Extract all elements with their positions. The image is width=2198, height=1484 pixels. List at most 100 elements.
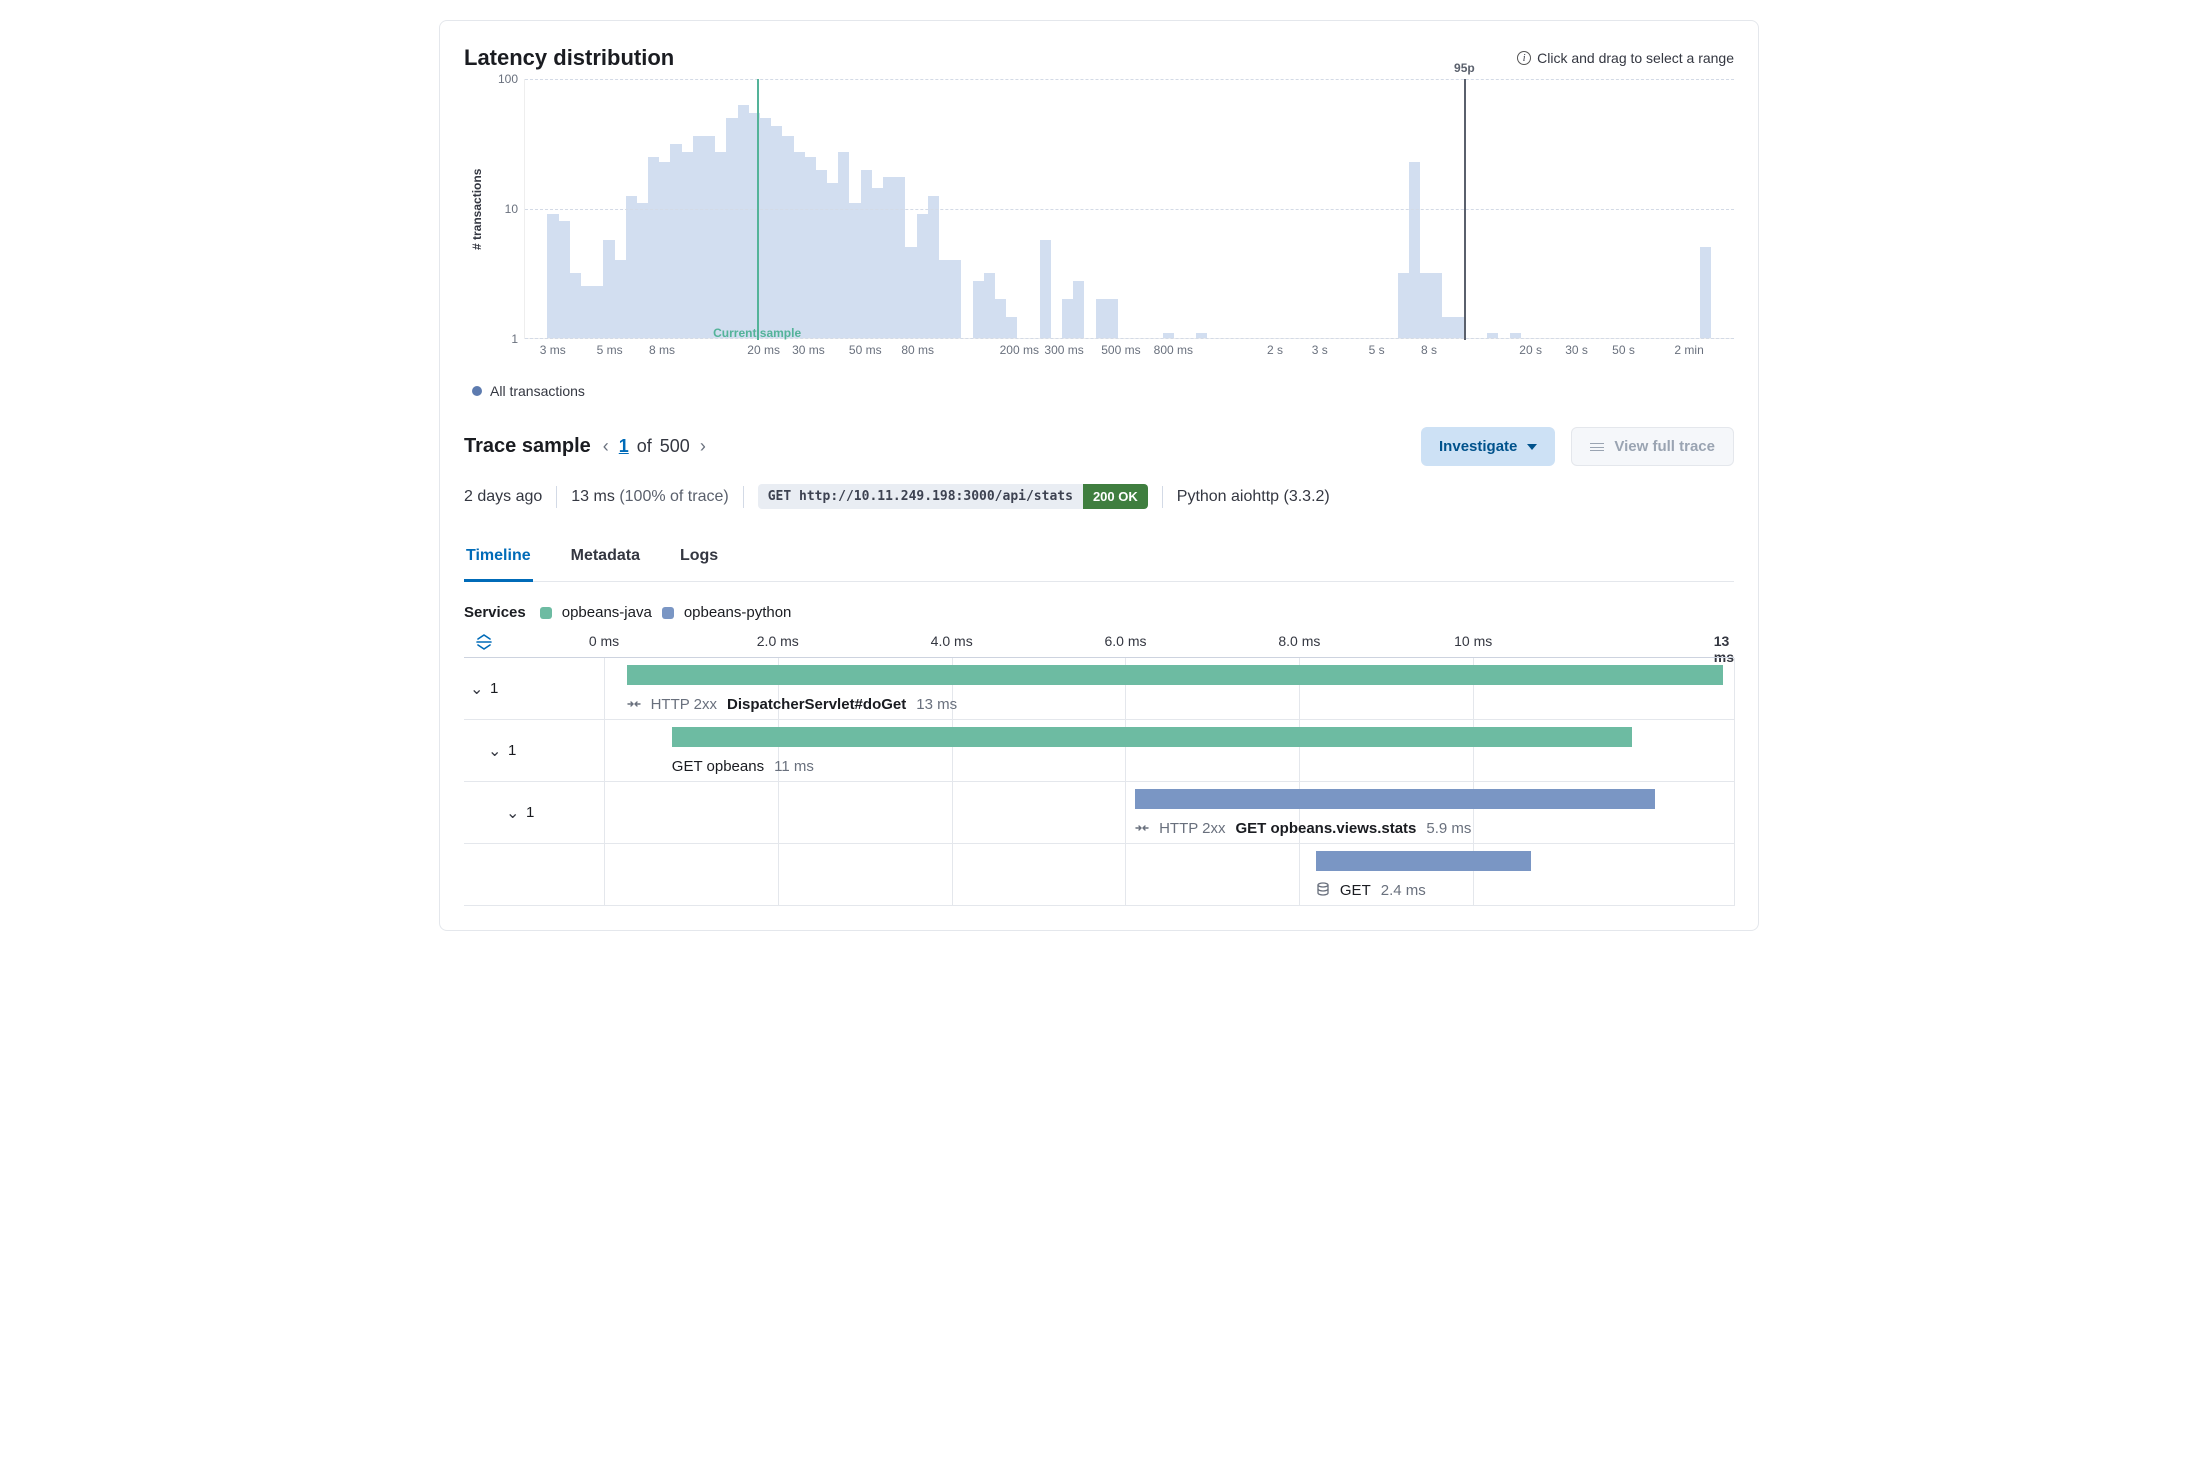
ruler-tick: 2.0 ms (757, 633, 799, 649)
histogram-bar (794, 152, 805, 338)
waterfall-row[interactable]: GET 2.4 ms (464, 844, 1734, 906)
trace-tabs: Timeline Metadata Logs (464, 537, 1734, 582)
span-name: GET (1340, 882, 1371, 899)
span-bar[interactable] (627, 665, 1723, 685)
span-duration: 5.9 ms (1426, 820, 1471, 837)
row-caret[interactable]: ⌄ (470, 679, 484, 699)
histogram-bar (1700, 247, 1711, 338)
span-bar[interactable] (672, 727, 1633, 747)
span-bar[interactable] (1316, 851, 1531, 871)
ytick: 100 (498, 72, 518, 86)
marker-label-current: Current sample (713, 326, 801, 340)
yaxis-ticks: 110100 (484, 79, 524, 339)
ruler-tick: 4.0 ms (931, 633, 973, 649)
trace-agent: Python aiohttp (3.3.2) (1177, 488, 1330, 506)
xtick: 5 s (1369, 343, 1385, 357)
histogram-bar (726, 118, 737, 338)
pager-total: 500 (660, 436, 690, 457)
histogram-bar (1006, 317, 1017, 338)
histogram-bar (861, 170, 872, 338)
collapse-all-icon[interactable] (464, 633, 504, 657)
ruler-tick: 8.0 ms (1278, 633, 1320, 649)
histogram-bar (581, 286, 592, 338)
pager-prev[interactable]: ‹ (601, 436, 611, 457)
tab-metadata[interactable]: Metadata (569, 537, 642, 581)
xtick: 2 s (1267, 343, 1283, 357)
row-count: 1 (508, 742, 516, 759)
histogram-bar (950, 260, 961, 338)
trace-pager: Trace sample ‹ 1 of 500 › (464, 435, 708, 458)
span-label: GET 2.4 ms (1316, 882, 1426, 899)
ytick: 10 (505, 202, 518, 216)
xtick: 5 ms (597, 343, 623, 357)
chart-legend: All transactions (472, 383, 1734, 399)
span-duration: 11 ms (774, 758, 814, 775)
request-url: GET http://10.11.249.198:3000/api/stats (758, 484, 1083, 509)
http-icon (627, 698, 641, 710)
row-caret[interactable]: ⌄ (506, 803, 520, 823)
span-name: DispatcherServlet#doGet (727, 696, 906, 713)
span-duration: 13 ms (916, 696, 957, 713)
histogram-bar (570, 273, 581, 338)
span-duration: 2.4 ms (1381, 882, 1426, 899)
waterfall: ⌄ 1 HTTP 2xx DispatcherServlet#doGet 13 ms ⌄ 1… (464, 657, 1734, 906)
marker-label-p95: 95p (1454, 61, 1475, 75)
xtick: 20 ms (747, 343, 780, 357)
pager-of-label: of (637, 436, 652, 457)
histogram-bar (838, 152, 849, 338)
span-bar[interactable] (1135, 789, 1655, 809)
ruler-tick: 0 ms (589, 633, 619, 649)
trace-meta: 2 days ago 13 ms (100% of trace) GET htt… (464, 484, 1734, 509)
histogram-bar (704, 136, 715, 338)
histogram-bar (1073, 281, 1084, 338)
histogram-bar (1107, 299, 1118, 338)
xtick: 50 ms (849, 343, 882, 357)
histogram-bar (559, 221, 570, 338)
xtick: 2 min (1674, 343, 1703, 357)
panel-header: Latency distribution i Click and drag to… (464, 45, 1734, 71)
drag-hint: i Click and drag to select a range (1517, 50, 1734, 66)
chevron-down-icon (1527, 444, 1537, 450)
waterfall-row[interactable]: ⌄1HTTP 2xxGET opbeans.views.stats5.9 ms (464, 782, 1734, 844)
service-name: opbeans-python (684, 604, 792, 621)
histogram-bar (670, 144, 681, 338)
tab-logs[interactable]: Logs (678, 537, 720, 581)
pager-current[interactable]: 1 (619, 436, 629, 457)
investigate-button[interactable]: Investigate (1421, 427, 1555, 466)
histogram-bar (1062, 299, 1073, 338)
request-badge: GET http://10.11.249.198:3000/api/stats … (758, 484, 1148, 509)
span-name: GET opbeans.views.stats (1236, 820, 1417, 837)
xtick: 3 s (1312, 343, 1328, 357)
histogram-bar (693, 136, 704, 338)
latency-chart[interactable]: # transactions 110100 Current sample95p (464, 79, 1734, 339)
pager-next[interactable]: › (698, 436, 708, 457)
services-legend: Services opbeans-javaopbeans-python (464, 604, 1734, 621)
histogram-bar (760, 118, 771, 338)
histogram-bar (637, 203, 648, 338)
span-status: HTTP 2xx (1159, 820, 1225, 837)
chart-plot[interactable]: Current sample95p (524, 79, 1734, 339)
trace-sample-header: Trace sample ‹ 1 of 500 › Investigate Vi… (464, 427, 1734, 466)
ruler-tick: 10 ms (1454, 633, 1492, 649)
tab-timeline[interactable]: Timeline (464, 537, 533, 582)
xtick: 30 s (1565, 343, 1588, 357)
row-caret[interactable]: ⌄ (488, 741, 502, 761)
histogram-bar (648, 157, 659, 338)
info-icon: i (1517, 51, 1531, 65)
waterfall-row[interactable]: ⌄1GET opbeans11 ms (464, 720, 1734, 782)
waterfall-row[interactable]: ⌄1HTTP 2xxDispatcherServlet#doGet13 ms (464, 658, 1734, 720)
histogram-bar (1454, 317, 1465, 338)
service-color-swatch (540, 607, 552, 619)
marker-p95 (1464, 79, 1466, 340)
histogram-bar (1442, 317, 1453, 338)
histogram-bar (905, 247, 916, 338)
xtick: 80 ms (901, 343, 934, 357)
histogram-bar (928, 196, 939, 338)
xtick: 20 s (1519, 343, 1542, 357)
histogram-bar (615, 260, 626, 338)
histogram-bar (592, 286, 603, 338)
histogram-bar (827, 183, 838, 338)
view-full-trace-button[interactable]: View full trace (1571, 427, 1734, 466)
histogram-bar (682, 152, 693, 338)
span-status: HTTP 2xx (651, 696, 717, 713)
